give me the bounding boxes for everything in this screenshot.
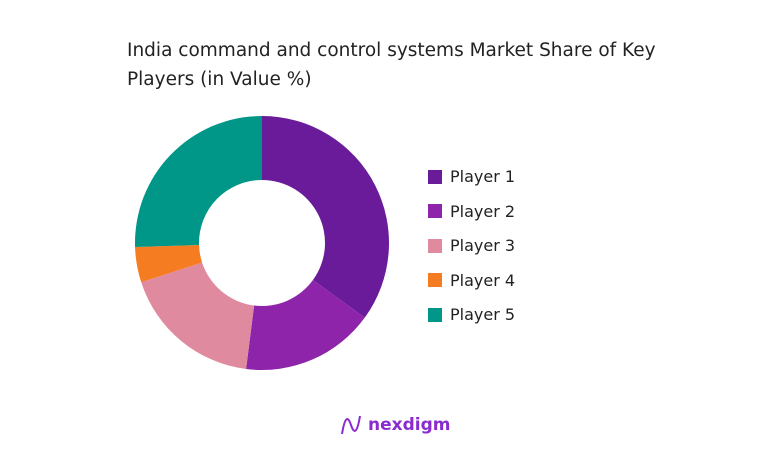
legend-item: Player 5 — [428, 305, 515, 324]
legend-item: Player 3 — [428, 236, 515, 255]
legend-label: Player 4 — [450, 270, 516, 290]
slice-player-2 — [246, 280, 365, 370]
legend-swatch — [428, 204, 442, 218]
legend-item: Player 1 — [428, 167, 515, 186]
legend-label: Player 3 — [450, 236, 516, 255]
slice-player-1 — [262, 116, 389, 318]
legend-item: Player 4 — [428, 271, 515, 290]
legend-label: Player 2 — [450, 201, 516, 221]
nexdigm-logo-icon — [341, 415, 361, 435]
legend-swatch — [428, 307, 442, 322]
nexdigm-logo: nexdigm — [340, 414, 450, 436]
legend-label: Player 1 — [450, 167, 516, 186]
slice-player-5 — [135, 116, 262, 247]
slice-player-4 — [135, 244, 203, 283]
legend-item: Player 2 — [428, 202, 515, 221]
legend-swatch — [428, 169, 442, 184]
logo-text: nexdigm — [368, 415, 451, 435]
legend-swatch — [428, 238, 442, 253]
legend-label: Player 5 — [450, 305, 516, 324]
slice-player-3 — [141, 262, 255, 369]
chart-title: India command and control systems Market… — [127, 40, 656, 90]
legend-swatch — [428, 273, 442, 287]
